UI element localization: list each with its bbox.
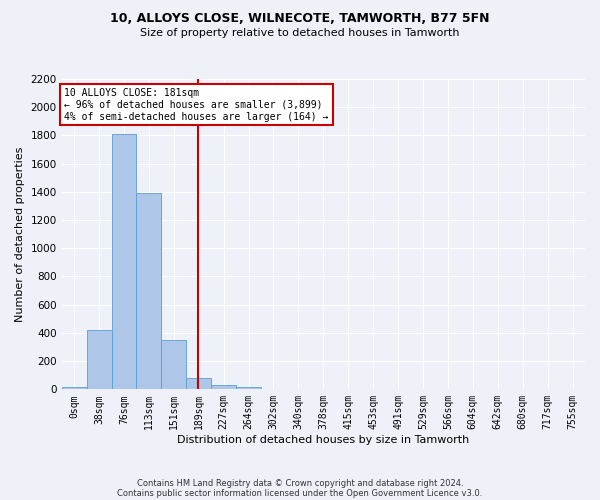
- X-axis label: Distribution of detached houses by size in Tamworth: Distribution of detached houses by size …: [177, 435, 469, 445]
- Text: Contains HM Land Registry data © Crown copyright and database right 2024.: Contains HM Land Registry data © Crown c…: [137, 478, 463, 488]
- Text: 10 ALLOYS CLOSE: 181sqm
← 96% of detached houses are smaller (3,899)
4% of semi-: 10 ALLOYS CLOSE: 181sqm ← 96% of detache…: [64, 88, 329, 122]
- Bar: [86, 330, 112, 390]
- Y-axis label: Number of detached properties: Number of detached properties: [15, 146, 25, 322]
- Bar: [161, 340, 186, 390]
- Bar: [112, 134, 136, 390]
- Text: 10, ALLOYS CLOSE, WILNECOTE, TAMWORTH, B77 5FN: 10, ALLOYS CLOSE, WILNECOTE, TAMWORTH, B…: [110, 12, 490, 26]
- Bar: [186, 378, 211, 390]
- Bar: [211, 385, 236, 390]
- Text: Contains public sector information licensed under the Open Government Licence v3: Contains public sector information licen…: [118, 488, 482, 498]
- Text: Size of property relative to detached houses in Tamworth: Size of property relative to detached ho…: [140, 28, 460, 38]
- Bar: [136, 194, 161, 390]
- Bar: [236, 386, 261, 390]
- Bar: [62, 387, 86, 390]
